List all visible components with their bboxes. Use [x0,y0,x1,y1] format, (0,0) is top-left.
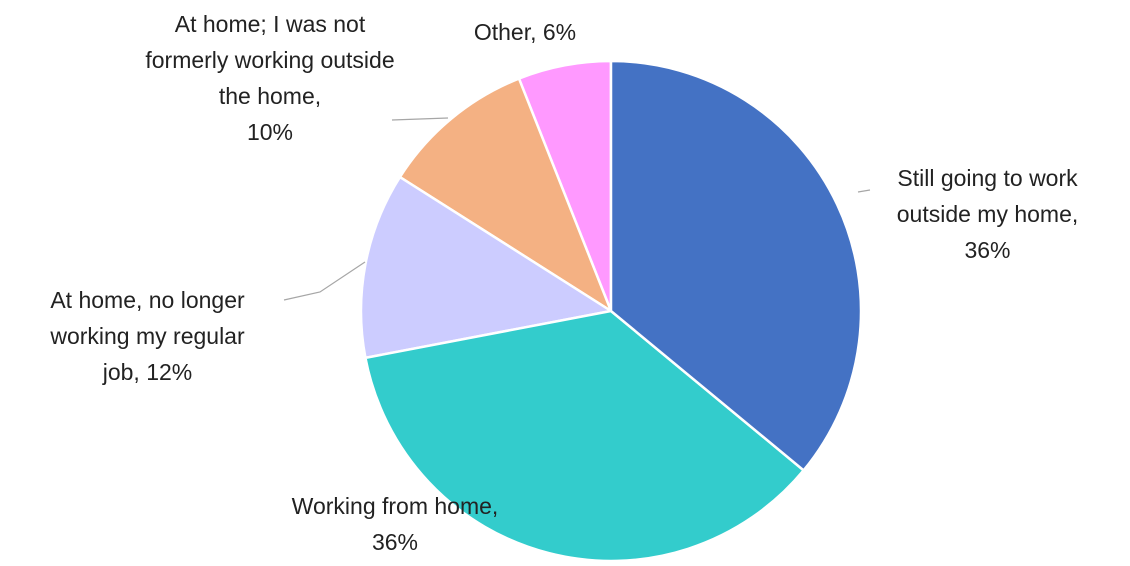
leader-line [283,261,366,301]
category-label: Other, [473,19,537,45]
pie-slice [398,76,614,315]
slice-label: Working from home, 36% [255,488,535,560]
value-label: 36% [371,529,419,555]
category-label: At home; I was not formerly working outs… [145,11,395,109]
value-label: 6% [542,19,577,45]
category-label: Working from home, [291,493,499,519]
value-label: 12% [146,359,193,385]
leader-line [391,117,449,121]
pie-slice [363,309,806,563]
slice-label: Still going to work outside my home, 36% [880,160,1095,268]
leader-line [857,189,871,193]
value-label: 36% [964,237,1011,263]
slice-label: At home; I was not formerly working outs… [140,6,400,150]
category-label: At home, no longer working my regular jo… [50,287,245,385]
slice-label: At home, no longer working my regular jo… [40,282,255,390]
slice-label: Other, 6% [440,14,610,50]
value-label: 10% [246,119,294,145]
category-label: Still going to work outside my home, [896,165,1079,227]
pie-slice [359,175,615,360]
pie-slice [609,59,863,473]
